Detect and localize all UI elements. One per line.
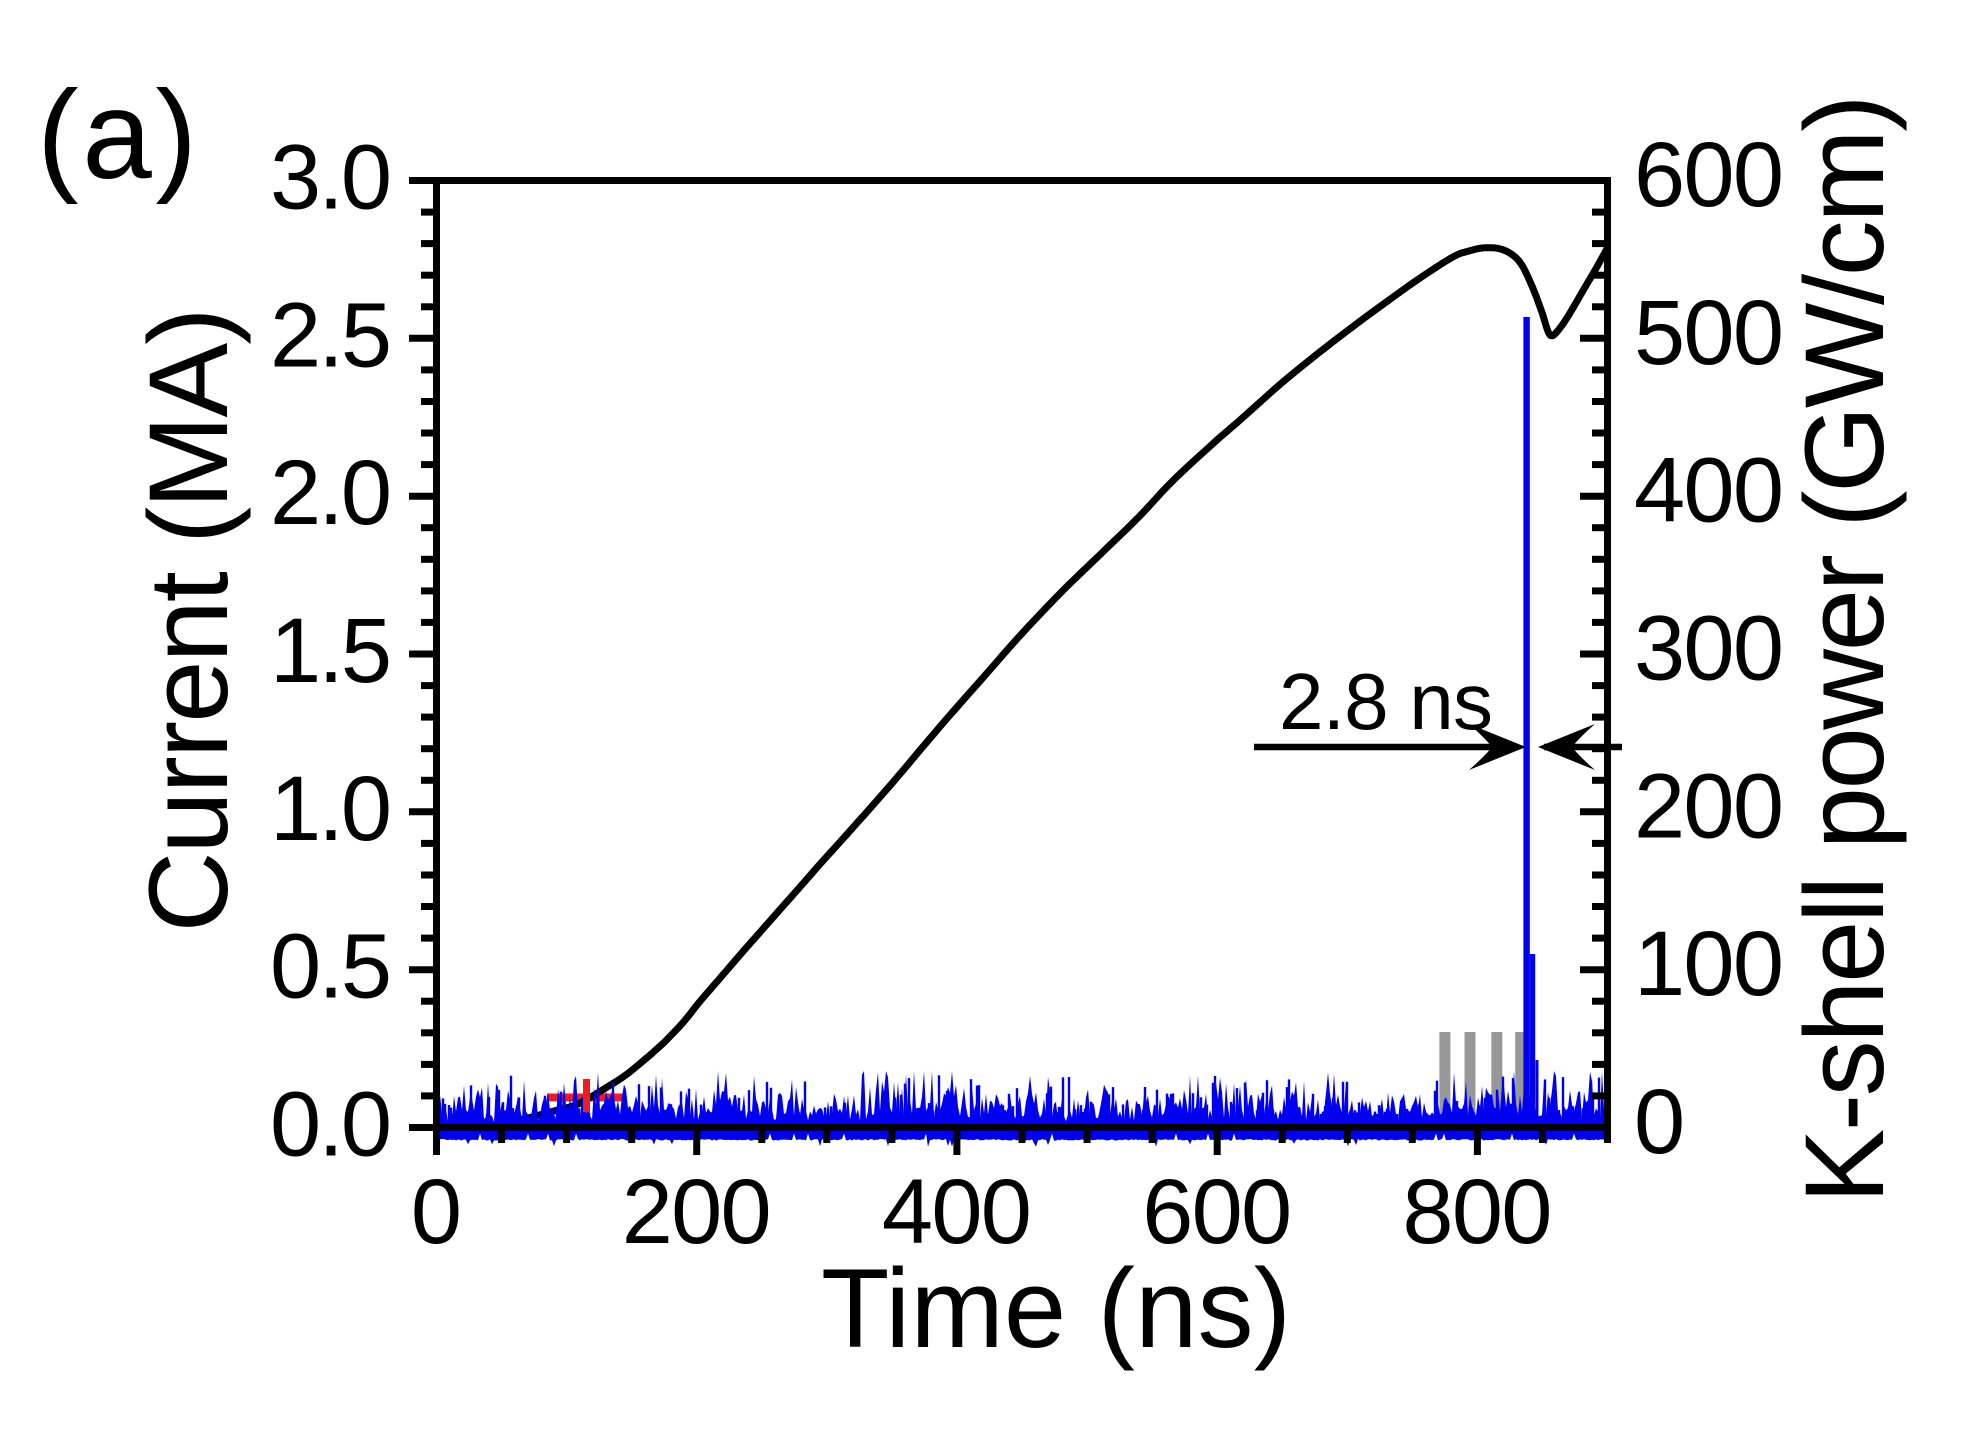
svg-text:200: 200 xyxy=(622,1161,772,1263)
svg-text:0.5: 0.5 xyxy=(270,916,392,1018)
svg-text:400: 400 xyxy=(882,1161,1032,1263)
svg-text:800: 800 xyxy=(1402,1161,1552,1263)
svg-text:0.0: 0.0 xyxy=(270,1074,392,1176)
svg-text:Current (MA): Current (MA) xyxy=(126,308,251,933)
svg-text:100: 100 xyxy=(1634,913,1784,1015)
svg-text:1.0: 1.0 xyxy=(270,758,392,860)
svg-text:0: 0 xyxy=(1634,1071,1685,1173)
svg-text:3.0: 3.0 xyxy=(270,127,392,229)
svg-text:2.8 ns: 2.8 ns xyxy=(1279,657,1493,746)
svg-text:600: 600 xyxy=(1634,124,1784,226)
svg-text:(a): (a) xyxy=(37,66,197,205)
svg-text:0: 0 xyxy=(411,1161,462,1263)
svg-text:300: 300 xyxy=(1634,598,1784,700)
svg-text:500: 500 xyxy=(1634,282,1784,384)
svg-text:1.5: 1.5 xyxy=(270,600,392,702)
svg-text:Time (ns): Time (ns) xyxy=(821,1246,1291,1371)
svg-text:400: 400 xyxy=(1634,440,1784,542)
svg-text:600: 600 xyxy=(1142,1161,1292,1263)
svg-text:200: 200 xyxy=(1634,755,1784,857)
svg-text:K-shell power (GW/cm): K-shell power (GW/cm) xyxy=(1782,95,1907,1204)
svg-text:2.0: 2.0 xyxy=(270,442,392,544)
svg-text:2.5: 2.5 xyxy=(270,284,392,386)
